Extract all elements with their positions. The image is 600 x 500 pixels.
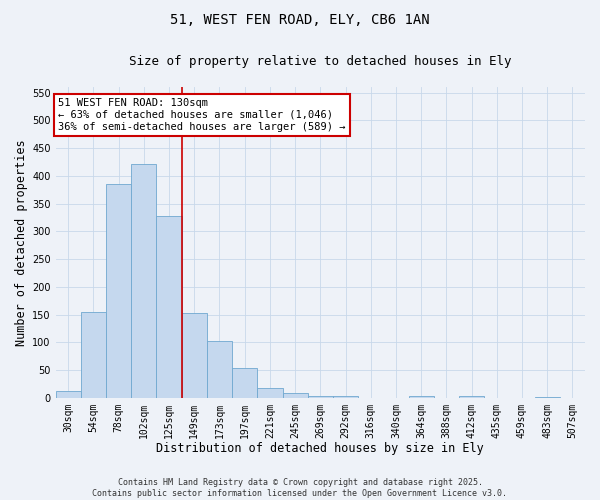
Bar	[81, 312, 106, 398]
Bar	[232, 368, 257, 398]
Bar	[459, 396, 484, 398]
Bar	[157, 216, 182, 398]
Bar	[535, 396, 560, 398]
Bar	[207, 341, 232, 398]
Bar	[131, 164, 157, 398]
Bar	[333, 396, 358, 398]
Y-axis label: Number of detached properties: Number of detached properties	[15, 139, 28, 346]
Bar	[257, 388, 283, 398]
Text: Contains HM Land Registry data © Crown copyright and database right 2025.
Contai: Contains HM Land Registry data © Crown c…	[92, 478, 508, 498]
Text: 51, WEST FEN ROAD, ELY, CB6 1AN: 51, WEST FEN ROAD, ELY, CB6 1AN	[170, 12, 430, 26]
Bar	[308, 396, 333, 398]
Bar	[409, 396, 434, 398]
Bar	[182, 314, 207, 398]
Title: Size of property relative to detached houses in Ely: Size of property relative to detached ho…	[129, 55, 512, 68]
Bar	[283, 394, 308, 398]
Text: 51 WEST FEN ROAD: 130sqm
← 63% of detached houses are smaller (1,046)
36% of sem: 51 WEST FEN ROAD: 130sqm ← 63% of detach…	[58, 98, 346, 132]
X-axis label: Distribution of detached houses by size in Ely: Distribution of detached houses by size …	[157, 442, 484, 455]
Bar	[106, 184, 131, 398]
Bar	[56, 391, 81, 398]
